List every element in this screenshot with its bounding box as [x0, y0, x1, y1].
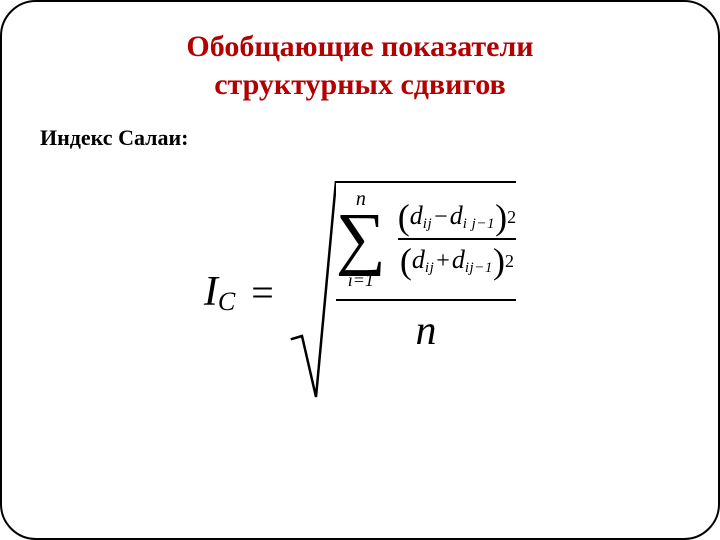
title-line-2: структурных сдвигов	[214, 68, 506, 101]
lhs-subscript: C	[218, 287, 235, 316]
den-t2-sub: ij−1	[465, 260, 493, 276]
radical-sign-svg	[290, 181, 336, 399]
summation: n ∑ i=1	[336, 189, 386, 289]
den-term-2: dij−1	[452, 245, 493, 277]
outer-denominator: n	[415, 303, 436, 359]
num-t1-sub: ij	[423, 216, 432, 232]
square-root: n ∑ i=1 ( dij −	[290, 181, 516, 404]
radicand: n ∑ i=1 ( dij −	[336, 181, 516, 404]
inner-numerator: ( dij − di j−1 ) 2	[398, 199, 516, 235]
num-minus: −	[434, 204, 448, 231]
outer-numerator: n ∑ i=1 ( dij −	[336, 189, 516, 297]
den-squared: 2	[505, 251, 514, 272]
sum-lower: i=1	[348, 271, 374, 289]
outer-fraction-bar	[336, 299, 516, 301]
den-t2-base: d	[452, 245, 465, 274]
sigma-symbol: ∑	[336, 211, 386, 267]
title-line-1: Обобщающие показатели	[186, 30, 533, 63]
outer-fraction: n ∑ i=1 ( dij −	[336, 189, 516, 359]
inner-fraction-bar	[398, 238, 516, 240]
num-close-paren: )	[495, 199, 507, 235]
lhs: IC	[204, 268, 235, 317]
num-t2-sub: i j−1	[463, 216, 495, 232]
radical-sign	[290, 181, 336, 404]
formula-container: IC = n ∑ i=1	[38, 181, 682, 404]
num-t2-base: d	[450, 201, 463, 230]
inner-fraction: ( dij − di j−1 ) 2	[398, 199, 516, 279]
equals-sign: =	[251, 269, 274, 316]
num-t1-base: d	[410, 201, 423, 230]
den-open-paren: (	[400, 243, 412, 279]
den-plus: +	[436, 248, 450, 275]
num-open-paren: (	[398, 199, 410, 235]
den-t1-sub: ij	[425, 260, 434, 276]
subtitle: Индекс Салаи:	[40, 125, 682, 151]
num-term-2: di j−1	[450, 201, 495, 233]
den-term-1: dij	[412, 245, 434, 277]
num-term-1: dij	[410, 201, 432, 233]
num-squared: 2	[507, 207, 516, 228]
slide-frame: Обобщающие показатели структурных сдвиго…	[0, 0, 720, 540]
slide-title: Обобщающие показатели структурных сдвиго…	[38, 28, 682, 103]
inner-denominator: ( dij + dij−1 ) 2	[400, 243, 514, 279]
den-close-paren: )	[493, 243, 505, 279]
den-t1-base: d	[412, 245, 425, 274]
lhs-symbol: I	[204, 269, 218, 315]
formula: IC = n ∑ i=1	[204, 181, 516, 404]
